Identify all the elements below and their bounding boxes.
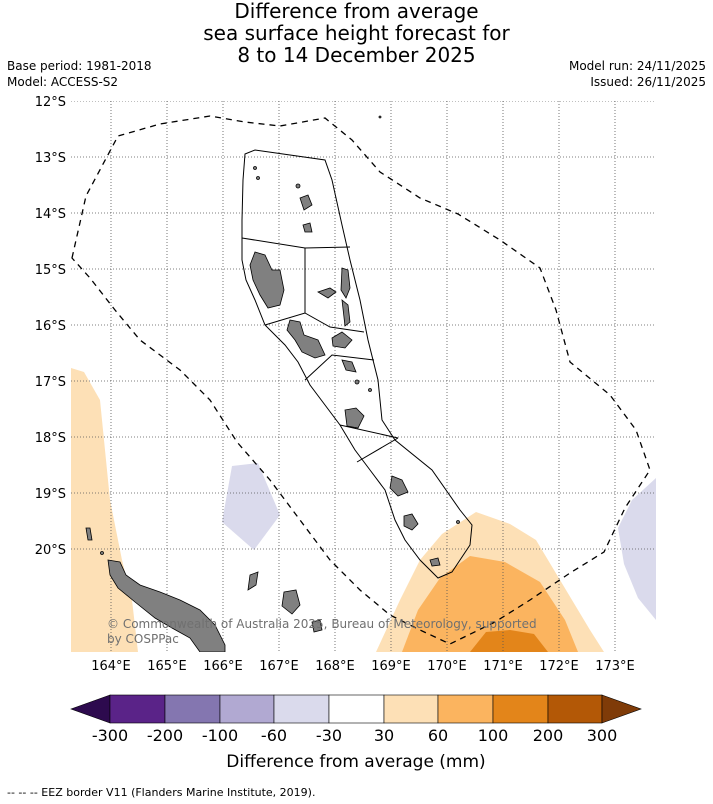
belep-islands <box>85 527 93 541</box>
ambrym <box>331 331 353 349</box>
lat-label: 20°S <box>35 543 66 558</box>
colorbar-bin <box>437 694 494 724</box>
lat-label: 17°S <box>35 375 66 390</box>
issued-date: Issued: 26/11/2025 <box>590 75 706 89</box>
colorbar-under-arrow <box>70 694 111 724</box>
lat-label: 15°S <box>35 263 66 278</box>
colorbar-over-arrow <box>601 694 642 724</box>
latitude-labels: 12°S 13°S 14°S 15°S 16°S 17°S 18°S 19°S … <box>35 95 66 558</box>
colorbar-bin <box>492 694 549 724</box>
lon-label: 170°E <box>427 659 467 674</box>
lat-label: 14°S <box>35 207 66 222</box>
eez-footnote: -- -- -- EEZ border V11 (Flanders Marine… <box>7 786 316 799</box>
colorbar-tick-labels: -300 -200 -100 -60 -30 30 60 100 200 300 <box>92 726 617 745</box>
anatom <box>429 557 441 567</box>
colorbar-bin <box>109 694 166 724</box>
anomaly-60-100 <box>402 556 578 652</box>
malakula <box>286 319 326 359</box>
colorbar-bin <box>164 694 221 724</box>
lon-label: 167°E <box>259 659 299 674</box>
base-period: Base period: 1981-2018 <box>7 59 152 73</box>
land-masses <box>85 115 460 652</box>
colorbar-title: Difference from average (mm) <box>226 752 485 772</box>
meta-right: Model run: 24/11/2025 Issued: 26/11/2025 <box>569 58 706 90</box>
efate <box>344 407 365 429</box>
new-caledonia <box>107 559 226 652</box>
colorbar-bin <box>219 694 275 724</box>
longitude-labels: 164°E 165°E 166°E 167°E 168°E 169°E 170°… <box>91 659 635 674</box>
lon-label: 171°E <box>483 659 523 674</box>
espiritu-santo <box>249 251 285 309</box>
colorbar-tick: 200 <box>533 726 564 745</box>
lon-label: 166°E <box>203 659 243 674</box>
meta-left: Base period: 1981-2018 Model: ACCESS-S2 <box>7 58 152 90</box>
anomaly-neg30-60-west <box>222 463 280 550</box>
ambae <box>317 287 337 299</box>
province-boundaries <box>241 149 473 579</box>
lon-label: 164°E <box>91 659 131 674</box>
model-run: Model run: 24/11/2025 <box>568 59 706 73</box>
loyalty-ouvea <box>247 571 259 591</box>
colorbar-tick: -100 <box>202 726 238 745</box>
copyright-line-2: by COSPPac <box>107 632 179 646</box>
colorbar-tick: 100 <box>478 726 509 745</box>
colorbar-bin <box>383 694 439 724</box>
colorbar-tick: -200 <box>147 726 183 745</box>
lat-label: 13°S <box>35 151 66 166</box>
maewo <box>341 299 351 327</box>
erromango <box>403 513 419 531</box>
colorbar-bin <box>273 694 330 724</box>
lon-label: 172°E <box>539 659 579 674</box>
title-line-3: 8 to 14 December 2025 <box>237 43 476 67</box>
map-title: Difference from average sea surface heig… <box>0 0 713 66</box>
map-area: © Commonwealth of Australia 2025, Bureau… <box>71 101 656 652</box>
anomaly-100-200 <box>470 630 548 652</box>
epi <box>341 359 357 373</box>
model-name: Model: ACCESS-S2 <box>7 75 119 89</box>
colorbar-tick: 300 <box>587 726 618 745</box>
colorbar-tick: 60 <box>428 726 448 745</box>
colorbar-tick: -300 <box>92 726 128 745</box>
colorbar-bin <box>547 694 603 724</box>
colorbar <box>70 694 642 724</box>
lon-label: 173°E <box>595 659 635 674</box>
title-line-1: Difference from average <box>234 0 479 23</box>
colorbar-tick: 30 <box>374 726 394 745</box>
vanua-lava <box>302 222 313 233</box>
pentecost <box>340 267 351 299</box>
colorbar-tick: -30 <box>316 726 342 745</box>
anomaly-neg30-60-east <box>618 478 656 620</box>
lat-label: 16°S <box>35 319 66 334</box>
colorbar-bin <box>328 694 385 724</box>
santa-maria <box>299 194 313 211</box>
colorbar-tick: -60 <box>261 726 287 745</box>
loyalty-mare <box>311 619 323 633</box>
lat-label: 12°S <box>35 95 66 110</box>
title-line-2: sea surface height forecast for <box>203 21 510 45</box>
loyalty-lifou <box>281 589 301 615</box>
tanna <box>389 475 409 497</box>
copyright-line-1: © Commonwealth of Australia 2025, Bureau… <box>107 617 537 631</box>
lon-label: 168°E <box>315 659 355 674</box>
lon-label: 169°E <box>371 659 411 674</box>
lat-label: 19°S <box>35 487 66 502</box>
map-background <box>71 101 656 652</box>
lon-label: 165°E <box>147 659 187 674</box>
lat-label: 18°S <box>35 431 66 446</box>
